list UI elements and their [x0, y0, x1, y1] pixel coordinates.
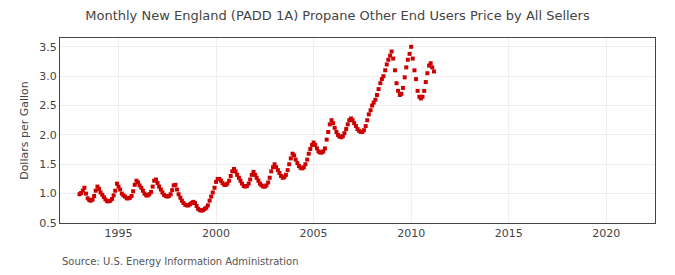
svg-text:0.5: 0.5 [39, 217, 57, 230]
svg-text:3.0: 3.0 [39, 70, 57, 83]
svg-text:2.5: 2.5 [39, 99, 57, 112]
svg-text:Dollars per Gallon: Dollars per Gallon [18, 81, 31, 180]
svg-text:2015: 2015 [495, 227, 523, 240]
svg-text:1995: 1995 [105, 227, 133, 240]
svg-text:1.5: 1.5 [39, 158, 57, 171]
svg-text:2010: 2010 [397, 227, 425, 240]
svg-text:2020: 2020 [592, 227, 620, 240]
svg-text:2.0: 2.0 [39, 129, 57, 142]
svg-text:Source: U.S. Energy Informatio: Source: U.S. Energy Information Administ… [62, 256, 299, 267]
svg-text:Monthly New England (PADD 1A): Monthly New England (PADD 1A) Propane Ot… [85, 8, 590, 23]
svg-text:3.5: 3.5 [39, 41, 57, 54]
svg-text:2000: 2000 [202, 227, 230, 240]
svg-text:1.0: 1.0 [39, 187, 57, 200]
svg-text:2005: 2005 [300, 227, 328, 240]
